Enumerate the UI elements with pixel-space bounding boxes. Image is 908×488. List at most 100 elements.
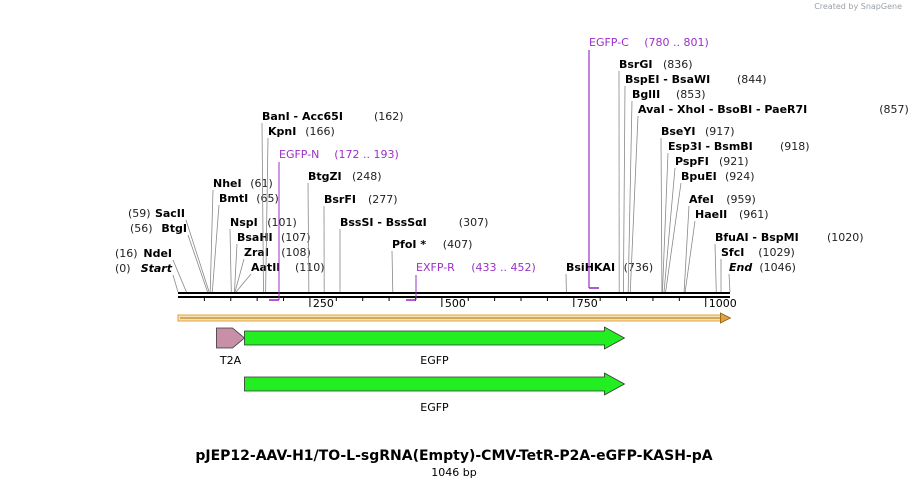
site-position-label: (110)	[295, 261, 325, 274]
ruler-tick-label: 500	[445, 297, 466, 310]
site-position-label: (736)	[624, 261, 654, 274]
egfp-feature[interactable]: EGFP	[244, 372, 626, 414]
restriction-site[interactable]: (16) NdeI	[115, 247, 187, 293]
site-position-label: (961)	[739, 208, 769, 221]
t2a-feature[interactable]: T2A	[216, 327, 246, 367]
site-position-label: (917)	[705, 125, 735, 138]
site-enzyme-name: SacII	[155, 207, 185, 220]
site-connector-line	[187, 234, 208, 293]
site-position-label: (61)	[250, 177, 273, 190]
site-position-label: (844)	[737, 73, 767, 86]
orf-arrowhead	[720, 312, 732, 324]
ruler-tick-label: 750	[577, 297, 598, 310]
site-position-label: (107)	[281, 231, 311, 244]
restriction-site[interactable]: BsrGI (836)	[618, 58, 693, 293]
site-enzyme-name: NspI	[230, 216, 258, 229]
restriction-site[interactable]: BsaHI (107)	[234, 231, 311, 293]
site-enzyme-name: BmtI	[219, 192, 248, 205]
restriction-site[interactable]: BmtI (65)	[211, 192, 279, 293]
site-connector-line	[660, 137, 663, 293]
site-position-label: (924)	[725, 170, 755, 183]
site-enzyme-name: End	[729, 261, 752, 274]
egfp-arrow[interactable]	[244, 326, 626, 350]
site-enzyme-name: Esp3I - BsmBI	[668, 140, 753, 153]
site-position-label: (59)	[128, 207, 151, 220]
primer-binding-site[interactable]: EGFP-N (172 .. 193)	[269, 148, 399, 301]
primer-name: EGFP-C	[589, 36, 629, 49]
site-connector-line	[261, 122, 264, 293]
site-connector-line	[629, 115, 639, 293]
site-enzyme-name: BtgI	[161, 222, 187, 235]
site-connector-line	[662, 152, 669, 293]
site-position-label: (248)	[352, 170, 382, 183]
site-position-label: (853)	[676, 88, 706, 101]
ruler-tick-label: 1000	[709, 297, 737, 310]
primer-name: EXFP-R	[416, 261, 455, 274]
site-position-label: (56)	[130, 222, 153, 235]
egfp-feature[interactable]: EGFP	[244, 326, 626, 367]
site-position-label: (307)	[459, 216, 489, 229]
site-connector-line	[235, 273, 252, 293]
site-connector-line	[665, 182, 682, 293]
site-position-label: (921)	[719, 155, 749, 168]
restriction-site[interactable]: BssSI - BssSαI (307)	[339, 216, 489, 293]
restriction-site[interactable]: ZraI (108)	[234, 246, 311, 293]
restriction-site[interactable]: BsiHKAI (736)	[565, 261, 654, 293]
site-position-label: (1020)	[827, 231, 864, 244]
restriction-site[interactable]: PfoI * (407)	[391, 238, 473, 293]
site-connector-line	[234, 243, 238, 293]
site-enzyme-name: BfuAI - BspMI	[715, 231, 799, 244]
site-connector-line	[307, 182, 310, 293]
restriction-site[interactable]: BtgZI (248)	[307, 170, 382, 293]
t2a-arrow[interactable]	[216, 327, 246, 349]
site-position-label: (16)	[115, 247, 138, 260]
primer-binding-site[interactable]: EGFP-C (780 .. 801)	[588, 36, 709, 289]
site-enzyme-name: BsaHI	[237, 231, 273, 244]
restriction-site[interactable]: BpuEI (924)	[665, 170, 755, 293]
restriction-site[interactable]: (59) SacII	[128, 207, 210, 293]
restriction-site[interactable]: HaeII (961)	[684, 208, 769, 293]
restriction-site[interactable]: (56) BtgI	[130, 222, 208, 293]
restriction-site[interactable]: End (1046)	[728, 261, 796, 293]
primer-name: EGFP-N	[279, 148, 319, 161]
site-position-label: (166)	[305, 125, 335, 138]
site-position-label: (162)	[374, 110, 404, 123]
restriction-site[interactable]: Esp3I - BsmBI (918)	[662, 140, 810, 293]
restriction-site[interactable]: BseYI (917)	[660, 125, 735, 293]
primer-range: (172 .. 193)	[334, 148, 399, 161]
site-enzyme-name: BssSI - BssSαI	[340, 216, 427, 229]
restriction-site[interactable]: AatII (110)	[235, 261, 325, 293]
restriction-site[interactable]: KpnI (166)	[265, 125, 335, 293]
site-connector-line	[265, 137, 269, 293]
site-connector-line	[728, 273, 731, 293]
site-enzyme-name: BpuEI	[681, 170, 717, 183]
restriction-site[interactable]: BfuAI - BspMI (1020)	[714, 231, 864, 293]
feature-label: EGFP	[420, 354, 449, 367]
primer-binding-site[interactable]: EXFP-R (433 .. 452)	[406, 261, 536, 301]
restriction-site[interactable]: (0) Start	[115, 262, 179, 293]
site-position-label: (857)	[879, 103, 908, 116]
restriction-site[interactable]: AvaI - XhoI - BsoBI - PaeR7I (857)	[629, 103, 908, 293]
restriction-site[interactable]: BglII (853)	[627, 88, 706, 293]
site-enzyme-name: NheI	[213, 177, 242, 190]
restriction-site[interactable]: BspEI - BsaWI (844)	[622, 73, 767, 293]
restriction-site[interactable]: PspFI (921)	[663, 155, 749, 293]
primer-range: (780 .. 801)	[644, 36, 709, 49]
site-position-label: (918)	[780, 140, 810, 153]
site-enzyme-name: BsiHKAI	[566, 261, 615, 274]
sequence-length: 1046 bp	[431, 466, 477, 479]
site-enzyme-name: BtgZI	[308, 170, 342, 183]
site-connector-line	[391, 250, 394, 293]
restriction-site[interactable]: BanI - Acc65I (162)	[261, 110, 404, 293]
site-enzyme-name: BspEI - BsaWI	[625, 73, 710, 86]
site-connector-line	[185, 219, 210, 293]
restriction-site[interactable]: SfcI (1029)	[720, 246, 795, 293]
snapgene-watermark: Created by SnapGene	[814, 2, 902, 11]
restriction-site[interactable]: NspI (101)	[229, 216, 297, 293]
site-enzyme-name: HaeII	[695, 208, 727, 221]
egfp-arrow[interactable]	[244, 372, 626, 396]
restriction-site[interactable]: BsrFI (277)	[323, 193, 398, 293]
site-position-label: (407)	[443, 238, 473, 251]
restriction-site[interactable]: AfeI (959)	[683, 193, 756, 293]
site-enzyme-name: PfoI *	[392, 238, 426, 251]
